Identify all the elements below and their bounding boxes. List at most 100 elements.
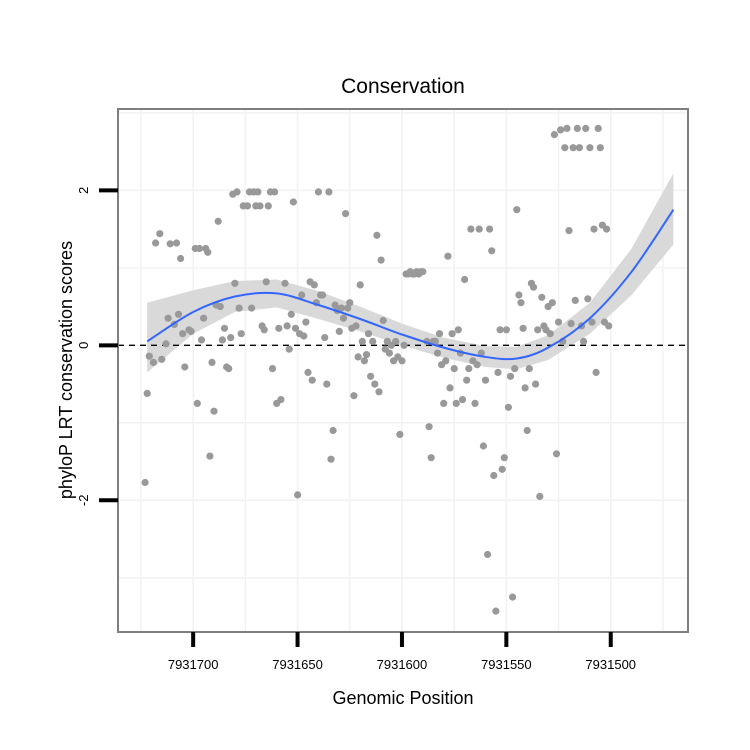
- data-point: [346, 299, 354, 307]
- data-point: [471, 399, 479, 407]
- data-point: [494, 368, 502, 376]
- data-point: [444, 252, 452, 260]
- data-point: [268, 365, 277, 373]
- data-point: [335, 327, 343, 335]
- data-point: [473, 361, 481, 369]
- data-point: [281, 279, 289, 287]
- chart-title: Conservation: [341, 75, 465, 98]
- data-point: [435, 330, 444, 338]
- data-point: [321, 334, 329, 342]
- data-point: [220, 324, 229, 332]
- data-point: [204, 248, 212, 256]
- data-point: [454, 326, 462, 334]
- data-point: [179, 330, 187, 338]
- data-point: [536, 492, 544, 500]
- x-tick-label: 7931650: [272, 657, 323, 672]
- data-point: [162, 340, 170, 348]
- data-point: [575, 144, 584, 152]
- data-point: [291, 324, 300, 332]
- data-point: [344, 304, 352, 312]
- data-point: [452, 399, 460, 407]
- data-point: [260, 326, 268, 334]
- data-point: [523, 426, 531, 435]
- data-point: [590, 225, 598, 233]
- data-point: [442, 357, 450, 365]
- plot-panel: [117, 108, 689, 633]
- data-point: [573, 124, 581, 132]
- data-point: [440, 399, 448, 407]
- data-point: [294, 491, 302, 499]
- data-point: [172, 239, 181, 247]
- data-point: [605, 322, 613, 330]
- data-point: [398, 357, 406, 365]
- data-point: [287, 310, 295, 318]
- data-point: [377, 256, 385, 264]
- data-point: [319, 291, 327, 299]
- data-point: [517, 299, 525, 307]
- data-point: [385, 349, 393, 357]
- data-point: [511, 365, 519, 373]
- data-point: [206, 452, 214, 460]
- data-point: [143, 389, 151, 397]
- data-point: [475, 225, 483, 233]
- data-point: [375, 388, 383, 396]
- data-point: [502, 326, 510, 334]
- data-point: [500, 454, 508, 462]
- data-point: [582, 124, 590, 132]
- data-point: [177, 254, 185, 263]
- data-point: [400, 341, 408, 349]
- data-point: [508, 593, 517, 601]
- data-point: [481, 376, 490, 384]
- data-point: [521, 384, 529, 392]
- data-point: [367, 372, 375, 380]
- data-point: [360, 357, 368, 365]
- data-point: [331, 301, 339, 309]
- data-point: [352, 322, 360, 330]
- data-point: [323, 380, 331, 388]
- data-point: [350, 392, 358, 400]
- data-point: [561, 144, 569, 152]
- data-point: [145, 352, 153, 360]
- data-point: [342, 210, 350, 218]
- confidence-ribbon: [147, 173, 674, 373]
- data-point: [214, 217, 222, 225]
- x-axis: 7931700 7931650 7931600 7931550 7931500: [168, 632, 636, 672]
- data-point: [546, 330, 554, 338]
- data-point: [256, 202, 264, 210]
- data-point: [379, 316, 387, 325]
- data-point: [465, 365, 473, 373]
- data-point: [371, 380, 379, 388]
- data-point: [369, 337, 377, 345]
- data-point: [356, 281, 364, 289]
- data-point: [538, 293, 546, 301]
- data-point: [594, 124, 602, 132]
- data-point: [362, 351, 371, 359]
- data-point: [364, 330, 373, 338]
- data-point: [463, 376, 471, 384]
- data-point: [571, 296, 579, 304]
- data-point: [210, 407, 218, 415]
- data-point: [354, 353, 362, 361]
- data-point: [557, 126, 565, 134]
- data-point: [193, 399, 201, 407]
- trend-line: [146, 209, 675, 361]
- y-axis: -2 0 2: [76, 187, 118, 506]
- data-point: [596, 144, 604, 152]
- data-point: [337, 304, 345, 312]
- data-point: [532, 380, 540, 388]
- data-point: [283, 322, 291, 330]
- data-point: [164, 314, 172, 322]
- x-tick-label: 7931500: [585, 657, 636, 672]
- data-point: [181, 363, 189, 371]
- y-tick-label: 0: [76, 342, 91, 349]
- data-point: [515, 291, 523, 299]
- grid-lines: [118, 109, 688, 632]
- data-point: [519, 324, 527, 332]
- data-point: [233, 188, 241, 196]
- data-point: [592, 368, 600, 376]
- data-point: [550, 131, 559, 139]
- data-point: [450, 365, 458, 373]
- data-point: [285, 345, 293, 353]
- data-point: [486, 225, 494, 233]
